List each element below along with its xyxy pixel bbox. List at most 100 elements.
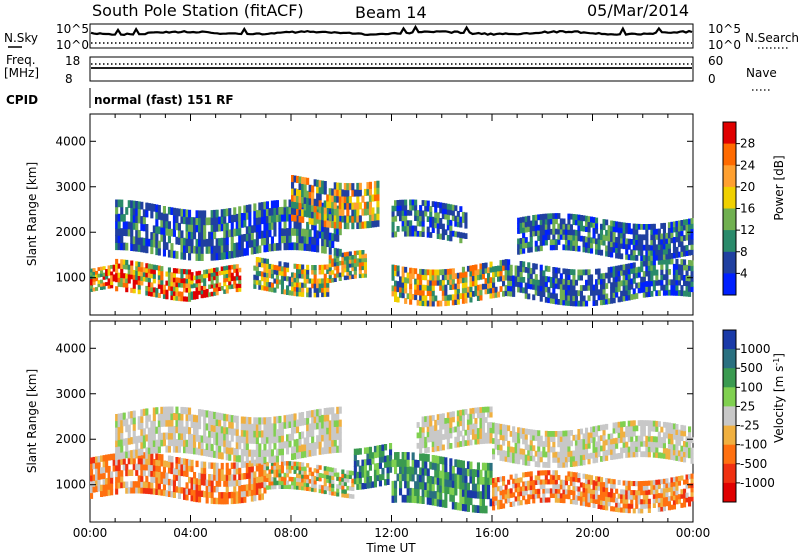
- data-cell: [235, 287, 239, 293]
- data-cell: [401, 210, 405, 216]
- data-cell: [622, 269, 626, 276]
- data-cell: [180, 432, 184, 440]
- data-cell: [90, 284, 94, 289]
- data-cell: [291, 426, 295, 434]
- data-cell: [607, 444, 611, 450]
- data-cell: [115, 470, 119, 478]
- data-cell: [459, 277, 463, 284]
- data-cell: [517, 453, 521, 459]
- data-cell: [331, 475, 335, 480]
- data-cell: [105, 282, 109, 286]
- data-cell: [552, 218, 556, 225]
- data-cell: [504, 456, 508, 462]
- data-cell: [198, 270, 202, 276]
- data-cell: [479, 289, 483, 296]
- data-cell: [665, 269, 669, 275]
- data-cell: [167, 467, 171, 474]
- data-cell: [650, 290, 654, 297]
- data-cell: [200, 461, 204, 468]
- data-cell: [401, 220, 405, 227]
- data-cell: [112, 267, 116, 272]
- data-cell: [195, 279, 199, 284]
- data-cell: [258, 271, 262, 277]
- data-cell: [655, 488, 659, 494]
- data-cell: [572, 434, 576, 441]
- data-cell: [579, 215, 583, 221]
- data-cell: [461, 435, 465, 442]
- data-cell: [268, 456, 272, 464]
- data-cell: [554, 431, 558, 437]
- data-cell: [585, 246, 589, 253]
- data-cell: [286, 262, 290, 268]
- data-cell: [512, 452, 516, 459]
- data-cell: [142, 223, 146, 232]
- data-cell: [587, 237, 591, 243]
- data-cell: [263, 230, 267, 238]
- data-cell: [635, 499, 639, 505]
- data-cell: [409, 230, 413, 237]
- data-cell: [260, 257, 264, 263]
- data-cell: [635, 293, 639, 299]
- data-cell: [461, 503, 465, 512]
- data-cell: [296, 445, 300, 453]
- data-cell: [356, 202, 360, 210]
- data-cell: [343, 260, 347, 265]
- data-cell: [188, 238, 192, 247]
- data-cell: [363, 269, 367, 274]
- data-cell: [672, 263, 676, 270]
- data-cell: [504, 285, 508, 291]
- data-cell: [451, 501, 455, 510]
- data-cell: [524, 499, 528, 505]
- data-cell: [394, 285, 398, 292]
- data-cell: [602, 495, 606, 501]
- data-cell: [409, 298, 413, 305]
- data-cell: [250, 423, 254, 431]
- data-cell: [198, 448, 202, 456]
- data-cell: [602, 273, 606, 279]
- data-cell: [436, 217, 440, 224]
- data-cell: [554, 298, 558, 305]
- data-cell: [215, 209, 219, 218]
- data-cell: [336, 413, 340, 421]
- data-cell: [170, 479, 174, 486]
- data-cell: [283, 221, 287, 229]
- data-cell: [381, 456, 385, 463]
- data-cell: [321, 224, 325, 232]
- data-cell: [338, 248, 342, 257]
- data-cell: [308, 471, 312, 476]
- data-cell: [316, 179, 320, 187]
- data-cell: [268, 208, 272, 216]
- data-cell: [233, 250, 237, 258]
- data-cell: [162, 213, 166, 221]
- data-cell: [600, 278, 604, 285]
- data-cell: [200, 478, 204, 486]
- data-cell: [122, 277, 126, 283]
- data-cell: [145, 231, 149, 239]
- data-cell: [667, 448, 671, 455]
- data-cell: [145, 487, 149, 494]
- data-cell: [587, 226, 591, 233]
- data-cell: [569, 456, 573, 462]
- data-cell: [677, 220, 681, 227]
- data-cell: [210, 291, 214, 297]
- data-cell: [122, 282, 126, 288]
- data-cell: [172, 468, 176, 475]
- data-cell: [625, 274, 629, 281]
- data-cell: [461, 409, 465, 416]
- data-cell: [120, 259, 124, 265]
- data-cell: [446, 472, 450, 480]
- data-cell: [446, 274, 450, 280]
- data-cell: [567, 475, 571, 481]
- data-cell: [286, 213, 290, 222]
- data-cell: [582, 501, 586, 507]
- data-cell: [401, 282, 405, 288]
- data-cell: [502, 450, 506, 457]
- data-cell: [409, 267, 413, 274]
- data-cell: [456, 278, 460, 284]
- data-cell: [632, 239, 636, 245]
- data-cell: [399, 210, 403, 216]
- data-cell: [640, 266, 644, 273]
- data-cell: [585, 443, 589, 450]
- data-cell: [469, 439, 473, 446]
- data-cell: [436, 455, 440, 464]
